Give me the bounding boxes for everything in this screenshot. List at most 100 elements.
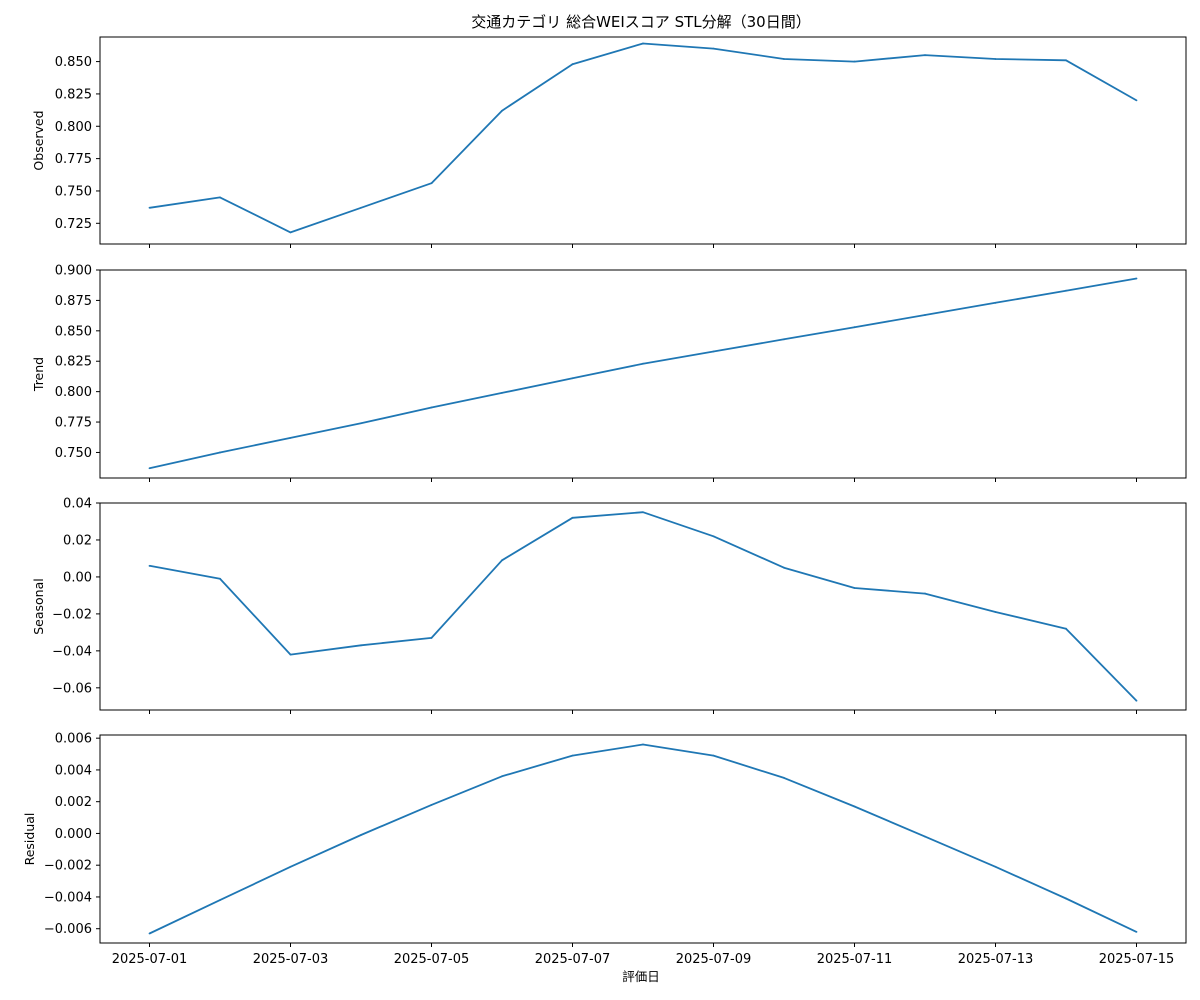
- y-tick-label: 0.004: [55, 763, 92, 778]
- y-axis-label: Trend: [31, 357, 46, 392]
- y-tick-label: 0.02: [63, 533, 92, 548]
- series-line-trend: [149, 277, 1137, 470]
- data-point: [219, 451, 221, 454]
- data-point: [924, 835, 926, 838]
- x-tick-label: 2025-07-03: [253, 952, 329, 967]
- x-axis-label: 評価日: [622, 969, 660, 984]
- data-point: [1135, 930, 1138, 933]
- data-point: [148, 564, 151, 567]
- y-tick-label: 0.002: [55, 795, 92, 810]
- data-point: [1065, 289, 1067, 292]
- data-point: [571, 377, 574, 380]
- y-tick-label: 0.850: [55, 55, 92, 70]
- data-point: [853, 805, 856, 808]
- data-point: [289, 231, 292, 234]
- data-point: [1135, 99, 1138, 102]
- y-tick-label: 0.800: [55, 120, 92, 135]
- data-point: [1135, 699, 1138, 702]
- y-tick-label: 0.825: [55, 87, 92, 102]
- data-point: [360, 644, 362, 647]
- data-point: [924, 592, 926, 595]
- panel-trend: 0.750 0.775 0.800 0.825 0.850 0.875 0.900 Trend: [31, 264, 1187, 482]
- y-tick-label: 0.000: [55, 827, 92, 842]
- data-point: [289, 436, 292, 439]
- y-tick-label: −0.004: [44, 890, 92, 905]
- x-tick-label: 2025-07-01: [112, 952, 188, 967]
- data-point: [289, 865, 292, 868]
- axes-frame: [99, 502, 1187, 711]
- data-point: [571, 516, 574, 519]
- data-point: [501, 391, 503, 394]
- data-point: [360, 422, 362, 425]
- y-tick-label: 0.04: [63, 497, 92, 512]
- data-point: [924, 314, 926, 316]
- panel-seasonal: −0.06 −0.04 −0.02 0.00 0.02 0.04 Seasonal: [31, 497, 1187, 714]
- data-point: [642, 362, 644, 365]
- x-tick-label: 2025-07-05: [394, 952, 470, 967]
- y-tick-label: −0.04: [52, 644, 92, 659]
- y-tick-label: −0.006: [44, 922, 92, 937]
- y-tick-label: 0.875: [55, 294, 92, 309]
- series-line-residual: [149, 743, 1137, 935]
- data-point: [1135, 277, 1138, 280]
- y-axis-label: Observed: [31, 110, 46, 170]
- data-point: [430, 803, 433, 806]
- data-point: [924, 54, 926, 57]
- data-point: [148, 932, 151, 935]
- data-point: [712, 535, 715, 538]
- data-point: [148, 206, 151, 209]
- data-point: [430, 637, 433, 639]
- data-point: [994, 865, 997, 868]
- axes-frame: [99, 36, 1187, 245]
- y-axis-label: Seasonal: [31, 578, 46, 635]
- x-tick-label: 2025-07-11: [817, 952, 893, 967]
- data-point: [1065, 627, 1067, 630]
- data-point: [501, 109, 503, 112]
- data-point: [642, 42, 644, 45]
- data-point: [360, 834, 362, 836]
- data-point: [712, 47, 715, 50]
- data-point: [783, 58, 785, 60]
- axes-frame: [99, 269, 1187, 479]
- y-tick-label: 0.00: [63, 570, 92, 585]
- x-tick-label: 2025-07-13: [958, 952, 1034, 967]
- panel-observed: 0.725 0.750 0.775 0.800 0.825 0.850 Observed: [31, 36, 1187, 248]
- figure-title: 交通カテゴリ 総合WEIスコア STL分解（30日間）: [471, 13, 810, 31]
- data-point: [289, 653, 292, 656]
- x-tick-label: 2025-07-09: [676, 952, 752, 967]
- series-line-observed: [149, 42, 1137, 234]
- y-tick-label: −0.06: [52, 681, 92, 696]
- data-point: [219, 196, 221, 199]
- data-point: [430, 182, 433, 185]
- data-point: [148, 467, 151, 470]
- data-point: [642, 743, 644, 746]
- data-point: [219, 577, 221, 580]
- y-axis-label: Residual: [22, 813, 37, 866]
- data-point: [501, 775, 503, 778]
- data-point: [219, 899, 221, 902]
- data-point: [642, 511, 644, 514]
- data-point: [430, 406, 433, 409]
- y-tick-label: −0.02: [52, 607, 92, 622]
- y-tick-label: 0.725: [55, 217, 92, 232]
- data-point: [783, 566, 785, 569]
- y-tick-label: −0.002: [44, 859, 92, 874]
- y-tick-label: 0.850: [55, 324, 92, 339]
- y-tick-label: 0.750: [55, 446, 92, 461]
- y-tick-label: 0.800: [55, 385, 92, 400]
- data-point: [1065, 897, 1067, 900]
- data-point: [1065, 59, 1067, 62]
- data-point: [994, 301, 997, 304]
- y-tick-label: 0.006: [55, 732, 92, 747]
- data-point: [501, 559, 503, 562]
- data-point: [853, 326, 856, 329]
- panel-residual: −0.006 −0.004 −0.002 0.000 0.002 0.004 0.006 Re…: [22, 732, 1187, 947]
- axes-frame: [99, 734, 1187, 944]
- data-point: [712, 350, 715, 353]
- data-point: [994, 58, 997, 60]
- y-tick-label: 0.775: [55, 152, 92, 167]
- data-point: [783, 338, 785, 341]
- y-tick-label: 0.900: [55, 264, 92, 279]
- y-tick-label: 0.775: [55, 416, 92, 431]
